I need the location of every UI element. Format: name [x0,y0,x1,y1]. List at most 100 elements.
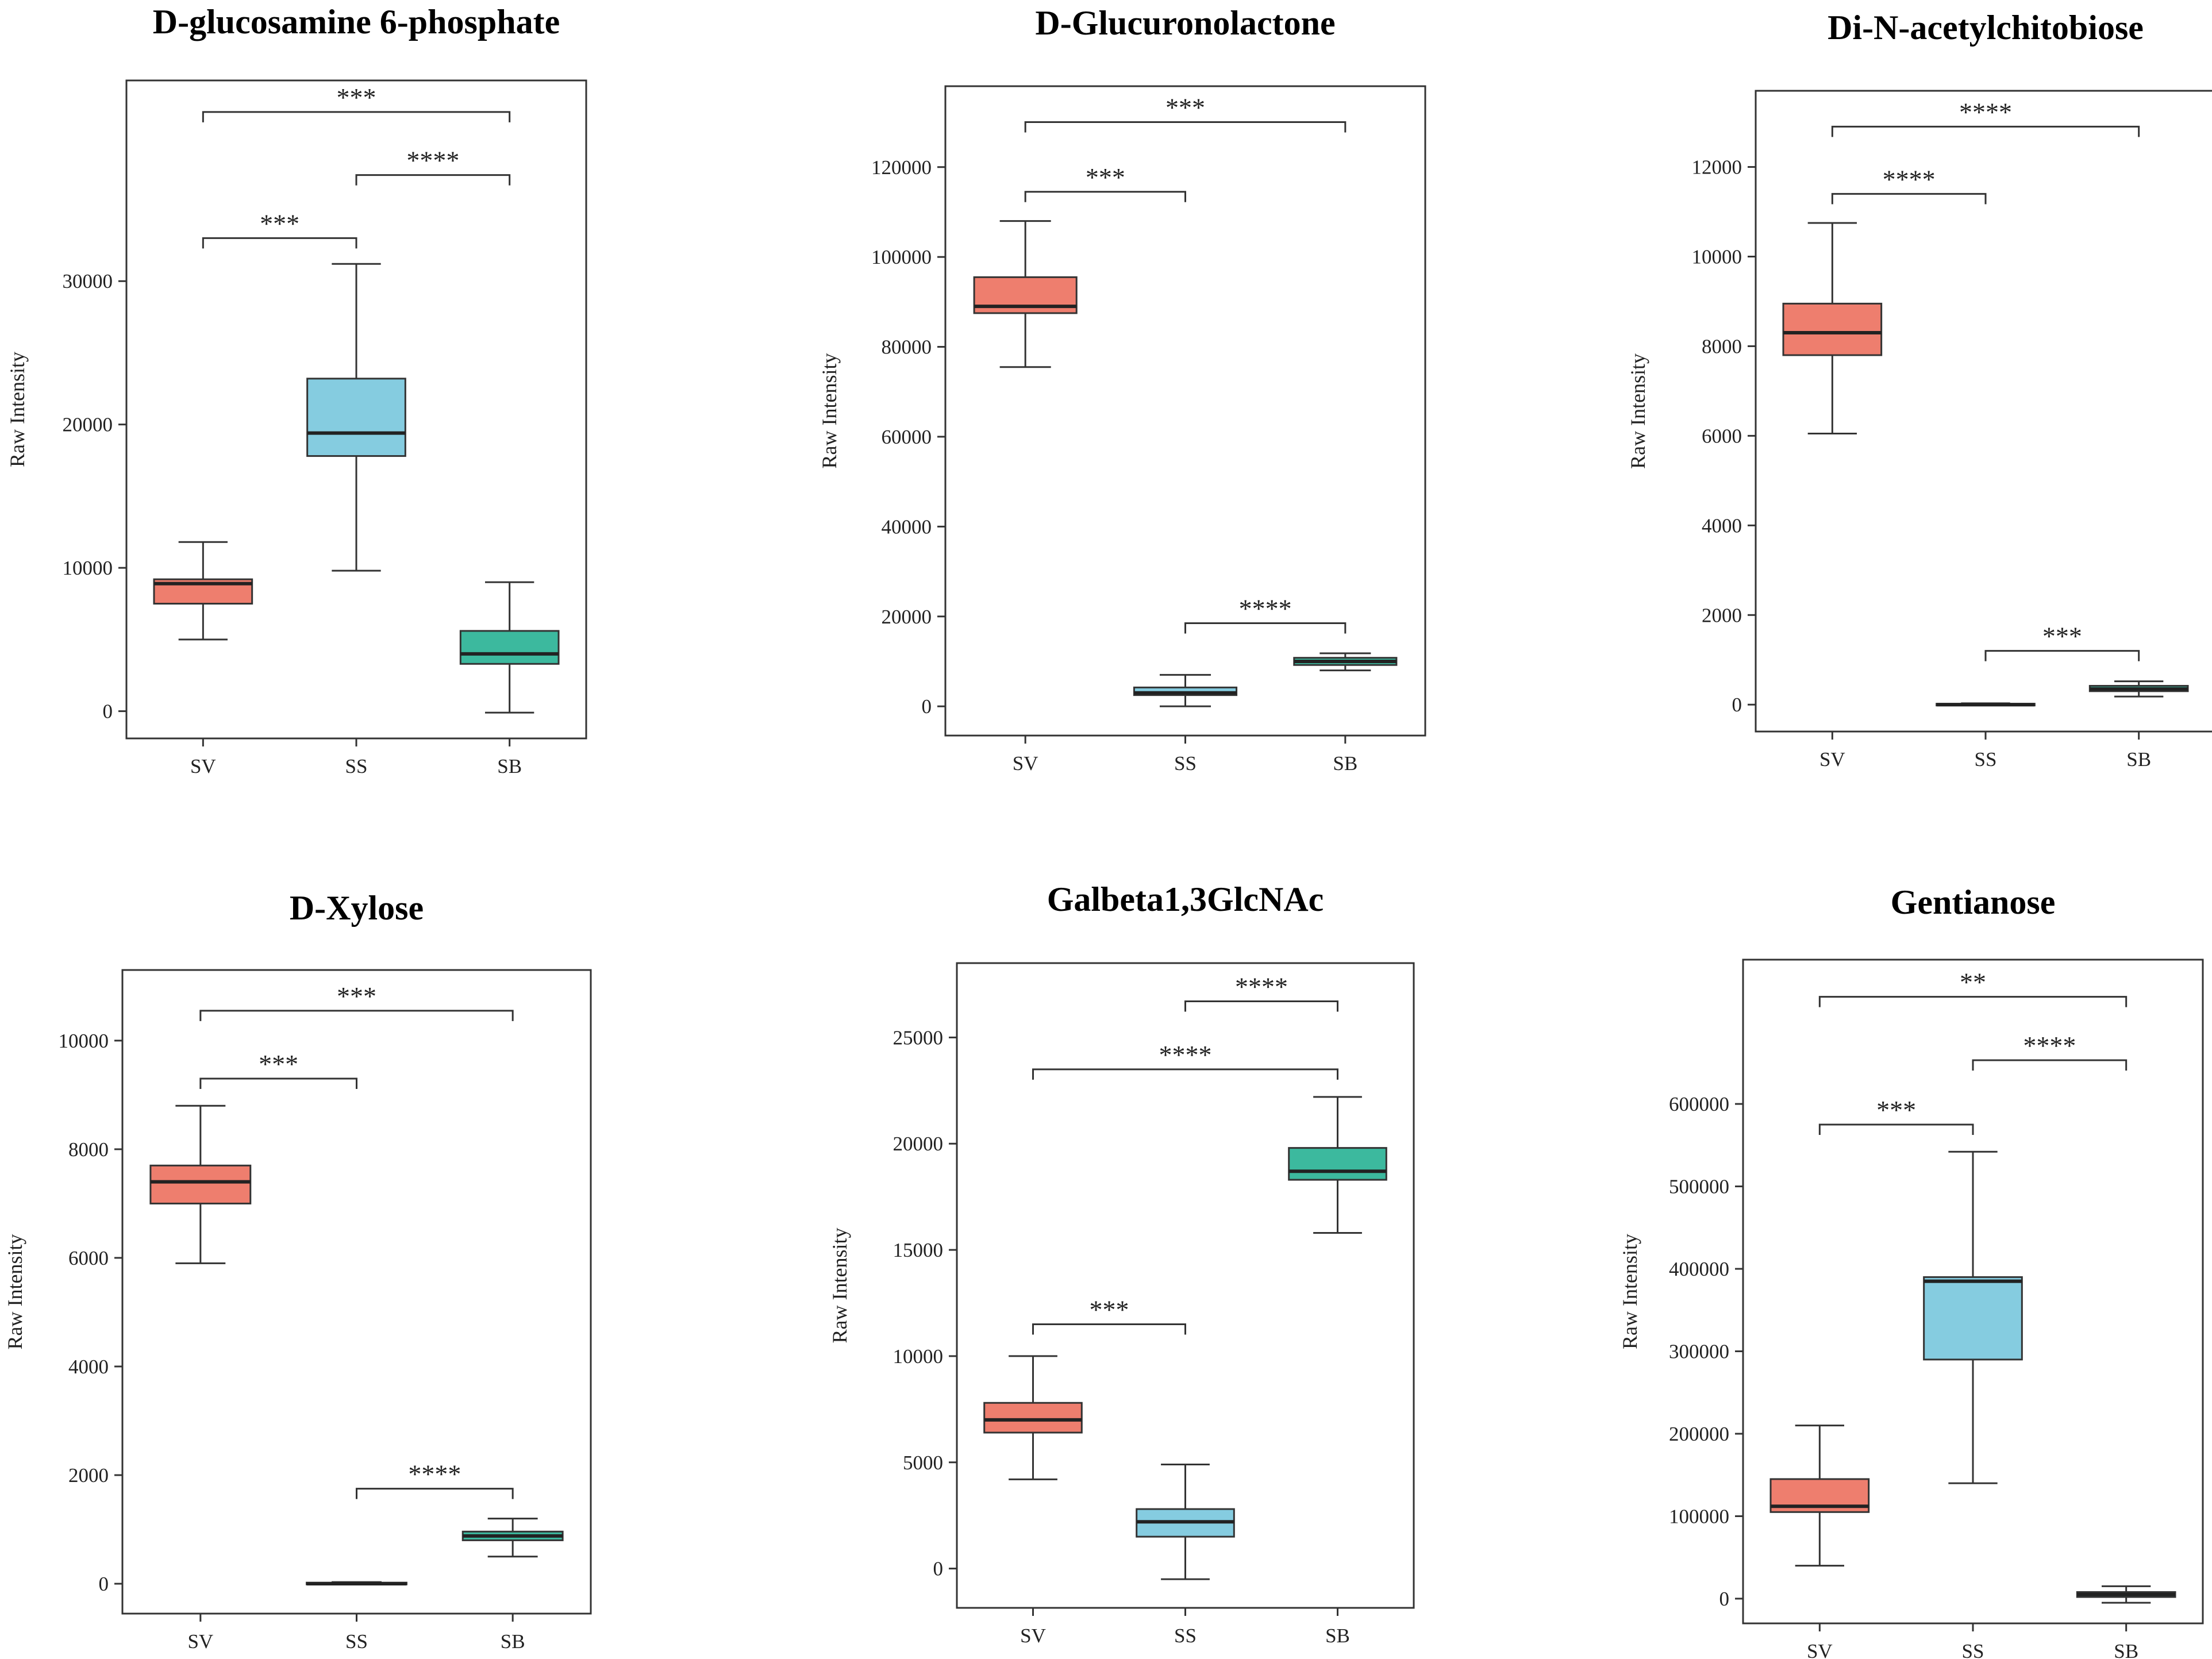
significance-bracket: **** [356,1460,514,1499]
box-sb [459,581,560,714]
significance-label: *** [259,1049,298,1079]
y-tick-label: 20000 [882,606,932,628]
box-sv [973,220,1078,368]
panel-di-n-acetylchitobiose: Di-N-acetylchitobiose Raw Intensity 0 2000 4… [1626,9,2212,771]
box-iqr [1923,1276,2023,1361]
bracket-line [1184,1000,1338,1012]
y-axis-label: Raw Intensity [828,1228,851,1344]
chart-title: Galbeta1,3GlcNAc [1047,880,1324,918]
bracket-line [1032,1323,1186,1335]
bracket-line [1024,121,1347,133]
x-tick-label-sv: SV [187,1630,213,1653]
significance-label: **** [1159,1040,1212,1069]
y-axis-label: Raw Intensity [6,352,29,467]
y-tick-label: 10000 [59,1030,109,1052]
y-tick-label: 2000 [1702,604,1742,626]
panel-d-xylose: D-Xylose Raw Intensity 0 2000 4000 6000 8000 10… [3,889,592,1653]
y-tick-label: 8000 [68,1138,109,1161]
y-axis-label: Raw Intensity [818,353,841,469]
significance-label: **** [1959,97,2012,126]
y-tick-label: 100000 [871,246,932,268]
significance-bracket: *** [202,209,357,249]
bracket-line [1831,125,2140,137]
box-sv [1782,222,1883,434]
y-axis-label: Raw Intensity [1618,1234,1641,1349]
significance-bracket: **** [1032,1040,1338,1080]
box-ss [1936,702,2036,707]
y-tick-label: 400000 [1669,1258,1729,1280]
y-tick-label: 0 [922,695,932,718]
box-sb [1288,1096,1387,1234]
y-tick-label: 0 [1719,1588,1730,1610]
bracket-line [355,174,511,186]
x-tick-label-sv: SV [1013,752,1038,775]
plot-frame [944,85,1426,737]
y-tick-label: 500000 [1669,1176,1729,1198]
significance-bracket: *** [1032,1295,1186,1335]
significance-bracket: *** [199,1049,357,1090]
y-tick-label: 0 [99,1573,109,1595]
box-ss [306,1581,407,1586]
chart-title: Di-N-acetylchitobiose [1828,9,2144,47]
x-tick-label-ss: SS [1174,1625,1197,1647]
box-iqr [983,1402,1083,1434]
x-tick-label-ss: SS [1962,1640,1984,1659]
x-tick-label-ss: SS [345,1630,368,1653]
plot-frame [121,969,592,1615]
x-tick-label-sb: SB [2126,748,2151,771]
significance-label: *** [337,981,376,1011]
box-sv [1769,1425,1870,1567]
y-tick-label: 8000 [1702,335,1742,357]
bracket-line [1818,996,2128,1007]
bracket-line [1831,193,1987,205]
y-tick-label: 4000 [68,1356,109,1378]
box-iqr [149,1164,252,1204]
significance-label: **** [1235,972,1288,1002]
panel-d-glucosamine-6-phosphate: D-glucosamine 6-phosphate Raw Intensity 0 1… [6,3,587,777]
box-sb [2088,680,2189,698]
y-tick-label: 10000 [893,1345,944,1368]
chart-title: D-glucosamine 6-phosphate [153,3,560,41]
significance-label: **** [2023,1031,2076,1060]
significance-bracket: ** [1818,968,2128,1007]
bracket-line [1024,191,1186,202]
x-tick-label-sb: SB [1333,752,1357,775]
y-tick-label: 4000 [1702,514,1742,537]
significance-label: *** [337,83,376,112]
y-tick-label: 80000 [882,336,932,359]
y-axis-label: Raw Intensity [1626,353,1649,469]
y-tick-label: 0 [933,1558,944,1580]
y-tick-label: 25000 [893,1026,944,1049]
x-tick-label-sv: SV [1807,1640,1833,1659]
y-tick-label: 12000 [1692,156,1742,179]
y-tick-label: 100000 [1669,1505,1729,1527]
chart-title: D-Glucuronolactone [1035,4,1335,42]
x-tick-label-sv: SV [190,755,216,777]
box-sv [149,1104,252,1264]
y-tick-label: 5000 [903,1452,943,1474]
significance-bracket: **** [1831,97,2140,137]
significance-label: *** [1876,1095,1916,1125]
significance-bracket: *** [1024,93,1347,133]
box-ss [306,263,406,572]
bracket-line [199,1077,357,1090]
significance-label: *** [2042,622,2082,651]
x-tick-label-sb: SB [501,1630,525,1653]
x-tick-label-sv: SV [1020,1625,1046,1647]
y-tick-label: 30000 [63,270,113,292]
y-tick-label: 300000 [1669,1341,1729,1363]
y-tick-label: 15000 [893,1239,944,1261]
significance-label: **** [1883,164,1936,194]
significance-label: **** [408,1460,461,1489]
panel-d-glucuronolactone: D-Glucuronolactone Raw Intensity 0 20000 400… [818,4,1426,775]
chart-title: D-Xylose [290,889,424,927]
box-ss [1136,1463,1235,1580]
y-tick-label: 6000 [1702,425,1742,447]
significance-bracket: *** [1818,1095,1974,1135]
box-ss [1133,673,1238,707]
y-tick-label: 120000 [871,156,932,179]
y-tick-label: 10000 [63,557,113,579]
significance-bracket: *** [1984,622,2140,661]
box-ss [1923,1150,2023,1484]
